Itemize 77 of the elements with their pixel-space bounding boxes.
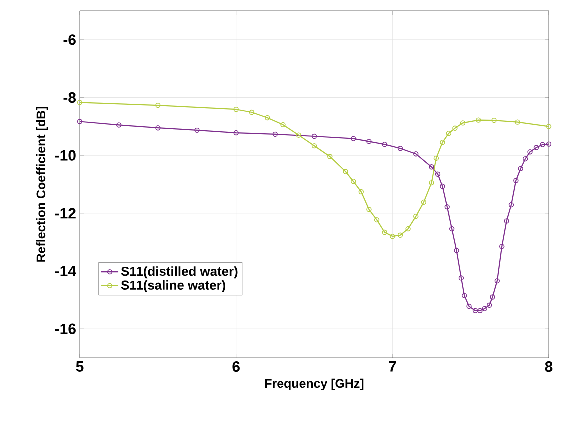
y-tick-label: -16: [55, 324, 76, 334]
point: [390, 234, 396, 240]
point: [398, 232, 404, 238]
point: [312, 134, 318, 140]
y-tick-label: -14: [55, 266, 76, 276]
point: [434, 156, 440, 162]
point: [296, 132, 302, 138]
point: [518, 166, 524, 172]
point: [492, 118, 497, 124]
point: [444, 204, 450, 210]
point: [515, 120, 520, 125]
point: [421, 200, 427, 206]
point: [194, 128, 200, 134]
y-tick-label: -8: [64, 92, 76, 104]
x-tick-label: 6: [232, 362, 240, 372]
point: [466, 304, 472, 310]
point: [156, 126, 161, 131]
point: [156, 102, 161, 108]
y-tick-label: -6: [64, 34, 76, 46]
point: [462, 293, 468, 298]
point: [328, 154, 333, 160]
point: [534, 145, 540, 150]
point: [446, 131, 452, 136]
point: [486, 302, 492, 308]
point: [374, 217, 380, 223]
point: [398, 146, 404, 152]
point: [116, 122, 122, 128]
y-tick-label: -12: [55, 208, 76, 219]
x-axis-title: Frequency [GHz]: [266, 378, 364, 391]
point: [280, 122, 286, 128]
point: [472, 308, 478, 314]
point: [350, 136, 356, 142]
point: [478, 308, 483, 314]
point: [482, 306, 488, 312]
x-tick-label: 7: [389, 362, 396, 372]
point: [452, 126, 458, 131]
point: [490, 294, 496, 300]
point: [358, 189, 364, 195]
y-tick-label: -10: [55, 150, 76, 161]
point: [522, 156, 528, 162]
point: [350, 179, 356, 184]
point: [382, 142, 388, 148]
point: [440, 184, 446, 190]
point: [528, 150, 533, 155]
point: [234, 130, 239, 136]
point: [494, 278, 500, 284]
point: [435, 172, 441, 177]
point: [406, 226, 411, 232]
legend-label: S11(distilled water): [121, 266, 238, 279]
point: [265, 115, 270, 121]
point: [382, 230, 388, 236]
point: [414, 152, 419, 157]
point: [440, 140, 446, 146]
point: [460, 120, 466, 126]
point: [458, 276, 464, 281]
point: [234, 107, 239, 112]
point: [454, 248, 460, 254]
point: [508, 202, 514, 208]
point: [414, 214, 419, 220]
x-tick-label: 5: [76, 362, 84, 372]
point: [429, 180, 434, 186]
point: [540, 142, 546, 148]
point: [500, 244, 505, 250]
point: [449, 226, 455, 232]
point: [366, 139, 372, 144]
point: [476, 118, 482, 123]
x-tick-label: 8: [545, 362, 553, 372]
legend-label: S11(saline water): [121, 280, 226, 293]
point: [514, 178, 519, 184]
point: [504, 218, 510, 224]
point: [272, 132, 278, 138]
point: [366, 207, 372, 212]
point: [249, 110, 255, 116]
point: [429, 164, 434, 170]
point: [343, 169, 348, 174]
y-axis-title: Reflection Coefficient [dB]: [36, 107, 48, 262]
point: [312, 143, 318, 149]
